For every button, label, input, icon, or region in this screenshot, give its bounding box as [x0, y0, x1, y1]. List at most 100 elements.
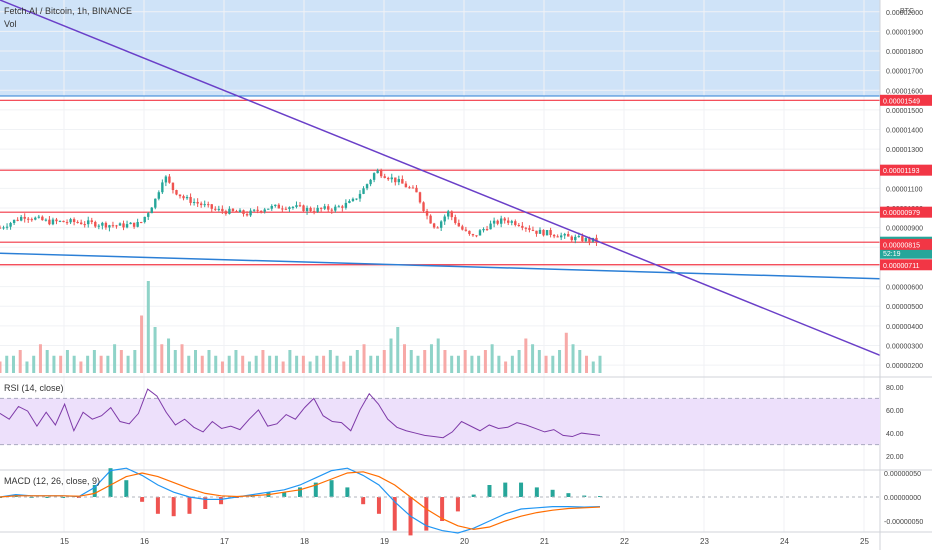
- countdown-label: 52:19: [883, 251, 901, 258]
- macd-label[interactable]: MACD (12, 26, close, 9): [4, 476, 100, 486]
- candle: [115, 225, 118, 227]
- volume-bar: [59, 355, 63, 373]
- price-tick-label: 0.00000400: [886, 324, 923, 331]
- time-tick-label: 23: [700, 537, 709, 546]
- volume-bar: [578, 350, 582, 373]
- volume-bar: [133, 350, 137, 373]
- candle: [249, 210, 252, 216]
- candle: [252, 209, 256, 211]
- volume-bar: [274, 355, 278, 373]
- candle: [69, 219, 72, 223]
- volume-bar: [295, 355, 299, 373]
- volume-bar: [32, 355, 36, 373]
- price-tags: 0.000015490.000011930.000009790.00000826…: [880, 94, 932, 271]
- volume-bar: [510, 355, 514, 373]
- macd-axis[interactable]: 0.00000050 0.00000000 -0.00000050: [884, 471, 923, 526]
- candle: [369, 179, 372, 185]
- volume-bar: [220, 361, 224, 373]
- candle: [90, 220, 93, 222]
- macd-histogram-bar: [582, 495, 587, 497]
- candle: [570, 236, 573, 241]
- trendlines[interactable]: [0, 0, 881, 356]
- candle: [207, 204, 210, 206]
- candle: [330, 209, 333, 211]
- chart-title[interactable]: Fetch.AI / Bitcoin, 1h, BINANCE: [4, 6, 132, 16]
- volume-bar: [92, 350, 96, 373]
- candle: [542, 229, 545, 236]
- volume-bar: [241, 355, 245, 373]
- candle: [122, 223, 125, 228]
- candle: [94, 221, 97, 227]
- volume-bar: [322, 355, 326, 373]
- volume-bar: [146, 281, 150, 373]
- volume-bar: [396, 327, 400, 373]
- volume-bar: [160, 344, 164, 373]
- candle: [478, 230, 482, 236]
- candle: [9, 223, 12, 227]
- macd-histogram-bar: [455, 497, 460, 512]
- candle: [305, 207, 309, 212]
- volume-bar: [38, 344, 42, 373]
- price-axis[interactable]: 0.00002000 0.00001900 0.00001800 0.00001700…: [886, 10, 923, 370]
- rsi-axis[interactable]: 80.00 60.00 40.00 20.00: [886, 385, 904, 461]
- candle: [471, 234, 475, 236]
- volume-bar: [544, 355, 548, 373]
- rsi-label[interactable]: RSI (14, close): [4, 383, 64, 393]
- time-tick-label: 17: [220, 537, 229, 546]
- macd-histogram-bar: [187, 497, 192, 514]
- candle: [136, 222, 139, 227]
- price-tag: [880, 259, 932, 271]
- candle: [238, 210, 242, 213]
- volume-bar: [99, 355, 103, 373]
- volume-label[interactable]: Vol: [4, 19, 17, 29]
- candle: [2, 227, 5, 229]
- candle: [0, 227, 2, 229]
- price-tag-label: 0.00000815: [883, 242, 920, 249]
- rsi-tick-label: 80.00: [886, 385, 904, 392]
- candle: [376, 170, 379, 174]
- candle: [552, 235, 556, 237]
- volume-bar: [429, 344, 433, 373]
- volume-bar: [342, 361, 346, 373]
- volume-bar: [436, 338, 440, 373]
- candle: [425, 210, 429, 216]
- volume-bar: [477, 355, 481, 373]
- macd-histogram-bar: [376, 497, 381, 514]
- candle: [284, 208, 288, 210]
- descending-trendline[interactable]: [0, 0, 881, 356]
- candle: [55, 219, 58, 222]
- candle: [27, 218, 30, 220]
- price-tick-label: 0.00001700: [886, 69, 923, 76]
- candle: [281, 208, 284, 210]
- rsi-line: [0, 388, 601, 439]
- candle: [175, 190, 178, 195]
- candle: [563, 234, 566, 236]
- candle: [72, 219, 76, 222]
- volume-bar: [18, 350, 22, 373]
- rsi-tick-label: 60.00: [886, 408, 904, 415]
- candle: [408, 187, 411, 189]
- candle: [372, 173, 376, 180]
- time-tick-label: 24: [780, 537, 789, 546]
- candle: [245, 214, 249, 216]
- candle: [415, 187, 418, 193]
- candle: [196, 201, 199, 204]
- candle: [118, 223, 122, 226]
- volume-bar: [531, 344, 535, 373]
- candle: [379, 170, 383, 177]
- volume-bar: [301, 355, 305, 373]
- time-axis[interactable]: 15 16 17 18 19 20 21 22 23 24 25: [60, 537, 869, 546]
- volume-bar: [119, 350, 123, 373]
- volume-bar: [65, 350, 69, 373]
- candle: [157, 192, 161, 199]
- price-tick-label: 0.00000200: [886, 363, 923, 370]
- time-tick-label: 15: [60, 537, 69, 546]
- volume-bar: [187, 355, 191, 373]
- price-tag-label: 0.00001193: [883, 168, 920, 175]
- candle: [185, 196, 189, 199]
- support-trendline[interactable]: [0, 252, 881, 280]
- rsi-tick-label: 40.00: [886, 431, 904, 438]
- rsi-tick-label: 20.00: [886, 454, 904, 461]
- volume-bar: [551, 355, 555, 373]
